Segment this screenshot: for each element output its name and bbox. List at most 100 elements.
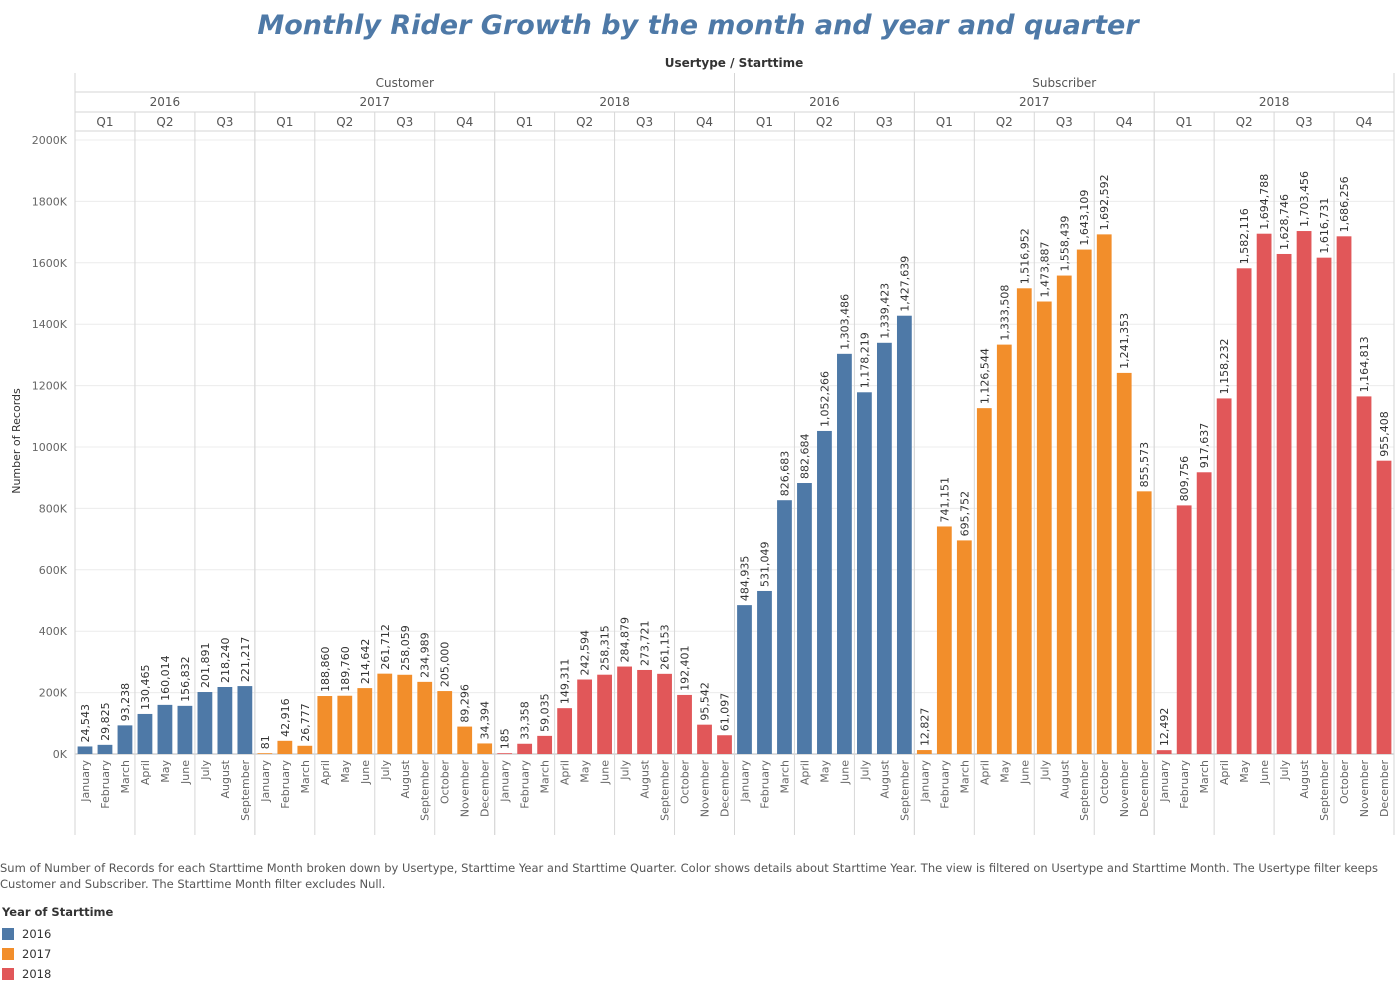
bar-subscriber-2018-q1-january[interactable] <box>1156 750 1172 754</box>
month-label-subscriber-2018-q2-april: April <box>1218 760 1231 785</box>
bar-subscriber-2018-q3-july[interactable] <box>1276 253 1292 754</box>
bar-customer-2017-q1-march[interactable] <box>297 745 313 754</box>
month-label-subscriber-2016-q1-january: January <box>738 760 751 803</box>
month-label-customer-2017-q2-april: April <box>319 760 332 785</box>
y-tick-label: 400K <box>39 625 68 638</box>
bar-subscriber-2017-q2-may[interactable] <box>996 344 1012 754</box>
bar-subscriber-2017-q1-february[interactable] <box>936 526 952 754</box>
data-label-customer-2018-q4-november: 95,542 <box>699 682 712 721</box>
bar-customer-2017-q2-may[interactable] <box>337 695 353 754</box>
y-tick-label: 1400K <box>32 318 68 331</box>
y-tick-label: 1600K <box>32 257 68 270</box>
data-label-subscriber-2017-q2-may: 1,333,508 <box>998 285 1011 341</box>
bar-subscriber-2017-q3-july[interactable] <box>1036 301 1052 754</box>
year-header-subscriber-2018: 2018 <box>1259 95 1290 109</box>
data-label-subscriber-2017-q1-march: 695,752 <box>958 491 971 537</box>
month-label-subscriber-2018-q3-september: September <box>1318 760 1331 821</box>
bar-subscriber-2018-q2-may[interactable] <box>1236 268 1252 754</box>
bar-customer-2018-q3-july[interactable] <box>617 666 632 754</box>
bar-subscriber-2017-q4-october[interactable] <box>1096 234 1112 754</box>
bar-customer-2016-q2-may[interactable] <box>157 704 173 754</box>
bar-customer-2016-q3-august[interactable] <box>217 687 233 754</box>
data-label-subscriber-2016-q2-may: 1,052,266 <box>818 371 831 427</box>
bar-customer-2017-q4-december[interactable] <box>477 743 493 754</box>
data-label-customer-2017-q1-february: 42,916 <box>279 698 292 737</box>
bar-customer-2016-q2-april[interactable] <box>137 713 153 754</box>
data-label-subscriber-2016-q1-march: 826,683 <box>778 451 791 497</box>
bar-customer-2018-q2-may[interactable] <box>577 679 593 754</box>
bar-subscriber-2017-q2-june[interactable] <box>1016 288 1032 754</box>
bar-subscriber-2016-q2-may[interactable] <box>817 430 832 754</box>
quarter-header-customer-2018-q3: Q3 <box>636 115 653 129</box>
month-label-customer-2017-q3-september: September <box>419 760 432 821</box>
bar-subscriber-2016-q1-february[interactable] <box>757 590 772 754</box>
bar-subscriber-2017-q3-september[interactable] <box>1076 249 1092 754</box>
month-label-customer-2016-q1-february: February <box>99 760 112 809</box>
bar-customer-2017-q1-january[interactable] <box>257 753 273 754</box>
data-label-customer-2016-q2-may: 160,014 <box>159 655 172 701</box>
quarter-header-subscriber-2017-q2: Q2 <box>996 115 1013 129</box>
bar-customer-2018-q1-february[interactable] <box>517 743 533 754</box>
legend-item-2018[interactable]: 2018 <box>2 964 113 984</box>
bar-subscriber-2018-q1-march[interactable] <box>1196 472 1212 754</box>
bar-customer-2017-q3-august[interactable] <box>397 674 413 754</box>
bar-subscriber-2016-q2-april[interactable] <box>797 483 812 754</box>
bar-subscriber-2018-q4-december[interactable] <box>1376 460 1392 754</box>
bar-customer-2016-q3-september[interactable] <box>237 686 253 754</box>
bar-customer-2018-q3-august[interactable] <box>637 669 652 754</box>
bar-subscriber-2018-q2-april[interactable] <box>1216 398 1232 754</box>
data-label-customer-2018-q2-june: 258,315 <box>599 625 612 671</box>
data-label-subscriber-2016-q2-june: 1,303,486 <box>838 294 851 350</box>
bar-subscriber-2016-q2-june[interactable] <box>837 353 852 754</box>
bar-subscriber-2016-q1-march[interactable] <box>777 500 792 754</box>
bar-customer-2018-q4-november[interactable] <box>697 724 712 754</box>
bar-subscriber-2018-q1-february[interactable] <box>1176 505 1192 754</box>
bar-subscriber-2018-q4-november[interactable] <box>1356 396 1372 754</box>
bar-customer-2017-q1-february[interactable] <box>277 740 293 754</box>
bar-customer-2017-q2-april[interactable] <box>317 696 333 754</box>
bar-customer-2017-q3-july[interactable] <box>377 673 393 754</box>
bar-customer-2017-q4-october[interactable] <box>437 691 453 754</box>
bar-customer-2018-q2-june[interactable] <box>597 674 612 754</box>
bar-subscriber-2017-q4-december[interactable] <box>1136 491 1152 754</box>
bar-subscriber-2018-q4-october[interactable] <box>1336 236 1352 755</box>
bar-subscriber-2017-q3-august[interactable] <box>1056 275 1072 754</box>
bar-customer-2016-q1-march[interactable] <box>117 725 133 754</box>
bar-customer-2018-q2-april[interactable] <box>557 708 573 754</box>
bar-subscriber-2016-q3-july[interactable] <box>857 392 872 754</box>
bar-customer-2017-q4-november[interactable] <box>457 726 473 754</box>
bar-subscriber-2018-q3-september[interactable] <box>1316 257 1332 754</box>
bar-customer-2018-q4-october[interactable] <box>677 694 692 754</box>
bar-customer-2018-q1-march[interactable] <box>537 735 553 754</box>
bar-customer-2018-q1-january[interactable] <box>497 753 513 754</box>
chart-title: Monthly Rider Growth by the month and ye… <box>257 10 1140 41</box>
bar-customer-2016-q3-july[interactable] <box>197 692 213 754</box>
bar-subscriber-2018-q2-june[interactable] <box>1256 233 1272 755</box>
data-label-customer-2017-q4-december: 34,394 <box>479 701 492 740</box>
bar-customer-2017-q3-september[interactable] <box>417 681 433 754</box>
bar-subscriber-2016-q1-january[interactable] <box>737 605 752 754</box>
bar-customer-2016-q1-february[interactable] <box>97 744 113 754</box>
data-label-customer-2016-q3-august: 218,240 <box>219 638 232 684</box>
bar-subscriber-2017-q2-april[interactable] <box>976 408 992 754</box>
data-label-subscriber-2018-q4-october: 1,686,256 <box>1338 176 1351 232</box>
bar-customer-2016-q2-june[interactable] <box>177 705 193 754</box>
bar-subscriber-2017-q4-november[interactable] <box>1116 372 1132 754</box>
bar-subscriber-2016-q3-september[interactable] <box>896 315 912 754</box>
data-label-customer-2016-q3-september: 221,217 <box>239 637 252 683</box>
bar-subscriber-2017-q1-january[interactable] <box>916 750 932 754</box>
bar-subscriber-2017-q1-march[interactable] <box>956 540 972 754</box>
legend-item-2017[interactable]: 2017 <box>2 944 113 964</box>
bar-subscriber-2018-q3-august[interactable] <box>1296 231 1312 754</box>
bar-layer <box>77 231 1392 755</box>
month-label-subscriber-2018-q2-june: June <box>1258 760 1271 785</box>
bar-subscriber-2016-q3-august[interactable] <box>876 342 892 754</box>
bar-customer-2016-q1-january[interactable] <box>77 746 93 754</box>
bar-customer-2018-q3-september[interactable] <box>657 673 672 754</box>
month-label-subscriber-2017-q2-april: April <box>978 760 991 785</box>
bar-customer-2017-q2-june[interactable] <box>357 688 373 754</box>
bar-customer-2018-q4-december[interactable] <box>717 735 732 754</box>
month-label-subscriber-2017-q2-may: May <box>998 760 1011 783</box>
legend-item-2016[interactable]: 2016 <box>2 924 113 944</box>
